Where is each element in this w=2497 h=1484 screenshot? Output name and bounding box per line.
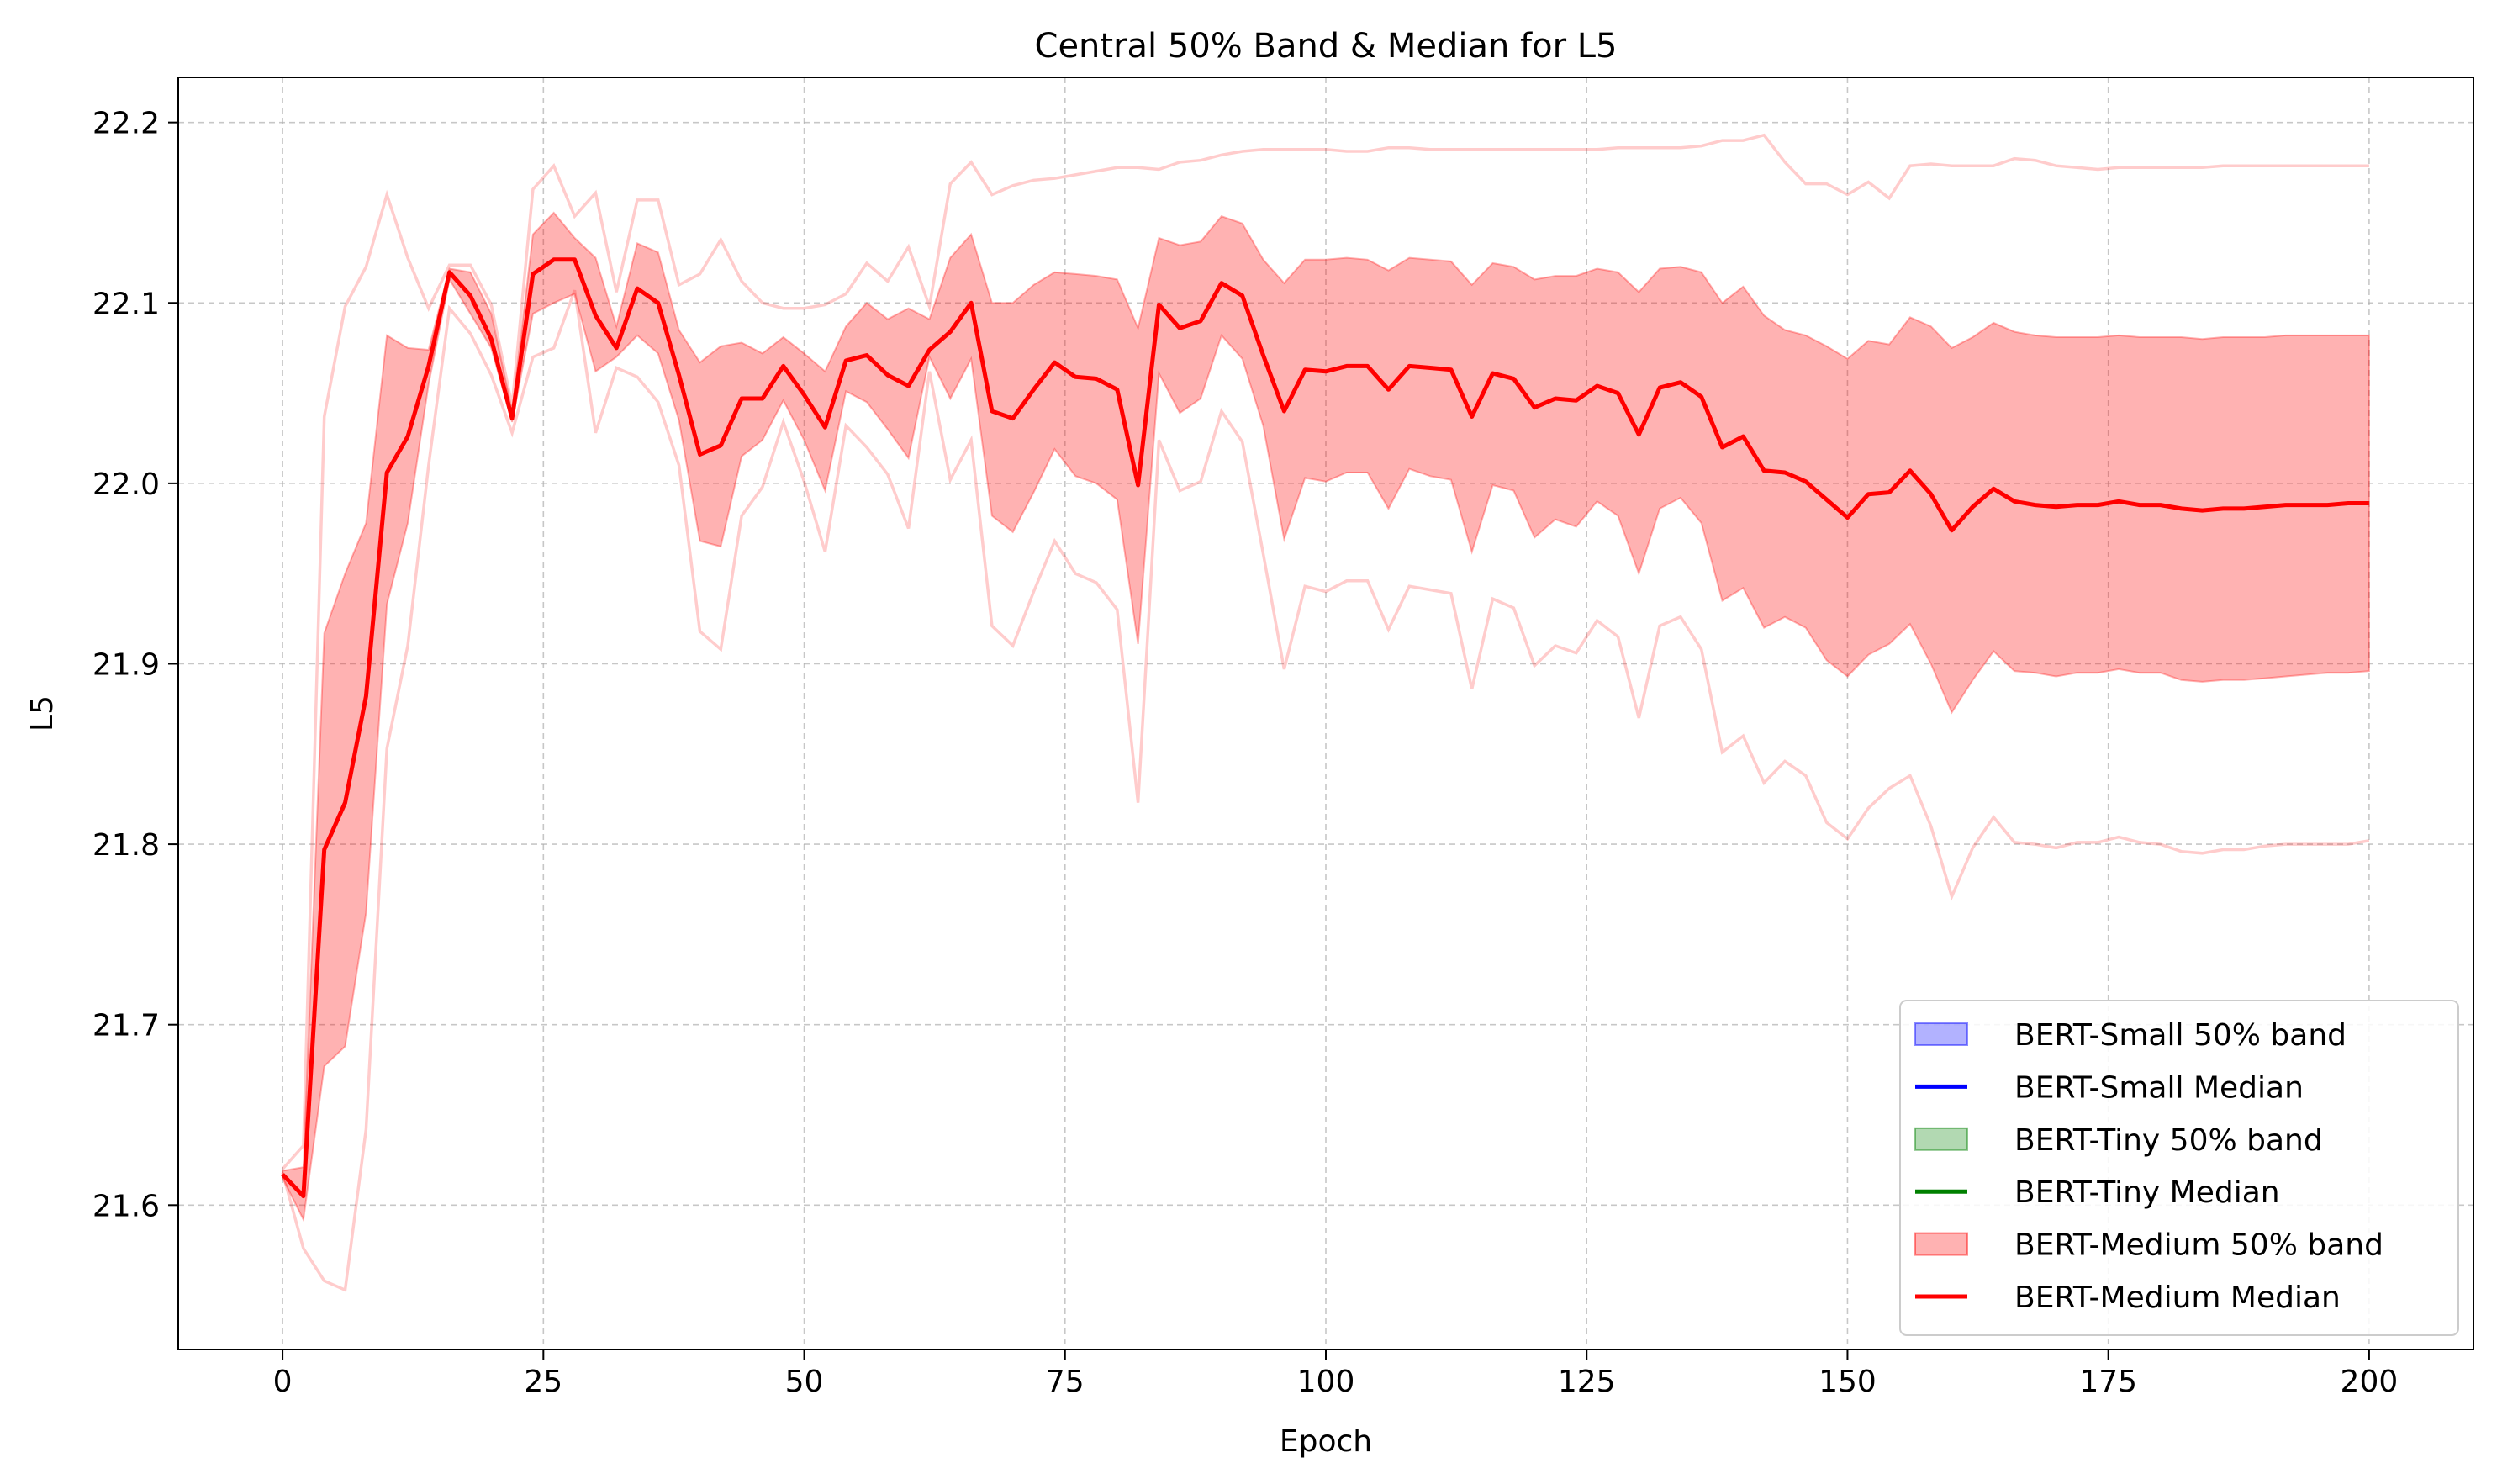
max-line-medium bbox=[281, 133, 2369, 1170]
x-tick-label: 100 bbox=[1297, 1365, 1355, 1399]
legend-band-swatch bbox=[1914, 1232, 1968, 1256]
ticks: 0 25 50 75 100 125 150 175 200 21.6 21.7 21.8 21.9 22… bbox=[92, 107, 2398, 1399]
y-tick-label: 22.2 bbox=[92, 107, 160, 141]
chart-title: Central 50% Band & Median for L5 bbox=[1035, 27, 1618, 66]
y-tick-label: 22.1 bbox=[92, 287, 160, 321]
y-axis-label: L5 bbox=[25, 695, 60, 731]
x-tick-label: 200 bbox=[2341, 1365, 2399, 1399]
legend-label: BERT-Tiny Median bbox=[2014, 1175, 2280, 1210]
y-tick-label: 22.0 bbox=[92, 467, 160, 502]
y-tick-label: 21.8 bbox=[92, 828, 160, 863]
x-tick-label: 25 bbox=[524, 1365, 562, 1399]
legend-label: BERT-Small Median bbox=[2014, 1070, 2304, 1105]
legend-label: BERT-Medium Median bbox=[2014, 1281, 2341, 1315]
x-tick-label: 50 bbox=[785, 1365, 824, 1399]
y-tick-label: 21.7 bbox=[92, 1009, 160, 1043]
x-tick-label: 0 bbox=[273, 1365, 293, 1399]
x-tick-label: 75 bbox=[1046, 1365, 1085, 1399]
y-tick-label: 21.6 bbox=[92, 1189, 160, 1223]
x-axis-label: Epoch bbox=[1280, 1424, 1372, 1459]
legend-box bbox=[1899, 1000, 2459, 1336]
x-tick-label: 175 bbox=[2079, 1365, 2137, 1399]
data-layer bbox=[281, 133, 2370, 1292]
x-tick-label: 150 bbox=[1819, 1365, 1877, 1399]
band-50-medium bbox=[282, 211, 2370, 1223]
legend: BERT-Small 50% band BERT-Small Median BERT… bbox=[1899, 1000, 2459, 1336]
legend-band-swatch bbox=[1914, 1022, 1968, 1046]
legend-label: BERT-Medium 50% band bbox=[2014, 1228, 2384, 1263]
median-line-medium bbox=[281, 257, 2369, 1199]
min-line-medium bbox=[281, 289, 2370, 1292]
y-tick-label: 21.9 bbox=[92, 647, 160, 682]
legend-label: BERT-Small 50% band bbox=[2014, 1018, 2347, 1053]
legend-band-swatch bbox=[1914, 1127, 1968, 1151]
legend-label: BERT-Tiny 50% band bbox=[2014, 1123, 2323, 1158]
x-tick-label: 125 bbox=[1558, 1365, 1616, 1399]
